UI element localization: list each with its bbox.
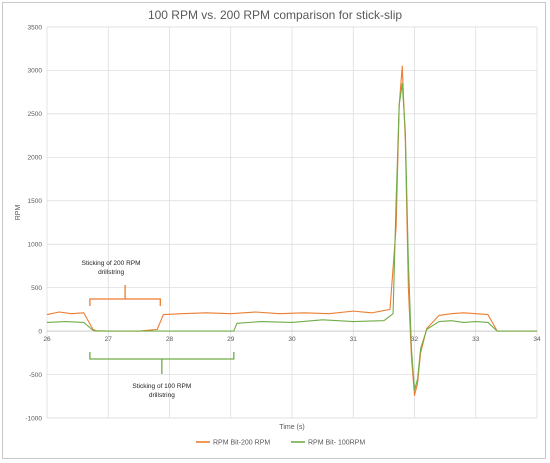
- annotation-label: drillstring: [98, 269, 124, 276]
- y-tick-label: -500: [29, 372, 42, 379]
- x-tick-label: 30: [288, 336, 296, 343]
- annotations: Sticking of 200 RPM drillstring Sticking o…: [82, 260, 235, 399]
- y-tick-labels: -1000 -500 0 500 1000 1500 2000 2500 3000 3500: [25, 24, 42, 422]
- y-tick-label: 2500: [28, 111, 43, 118]
- x-tick-label: 33: [472, 336, 480, 343]
- legend: RPM Bit-200 RPM RPM Bit- 100RPM: [196, 440, 365, 447]
- x-tick-labels: 26 27 28 29 30 31 32 33 34: [43, 336, 541, 343]
- x-tick-label: 34: [533, 336, 541, 343]
- y-axis-label: RPM: [15, 205, 22, 221]
- y-tick-label: 1500: [28, 198, 43, 205]
- y-tick-label: 0: [38, 328, 42, 335]
- grid-lines: [46, 26, 538, 419]
- y-tick-label: 2000: [28, 155, 43, 162]
- annotation-brace: [89, 352, 235, 374]
- x-tick-label: 27: [105, 336, 113, 343]
- y-tick-label: -1000: [25, 415, 42, 422]
- series-lines: [46, 65, 537, 396]
- annotation-label: Sticking of 100 RPM: [132, 383, 191, 390]
- y-tick-label: 1000: [28, 242, 43, 249]
- x-tick-label: 26: [43, 336, 51, 343]
- y-tick-label: 3500: [28, 24, 43, 31]
- x-tick-label: 28: [166, 336, 174, 343]
- x-tick-label: 31: [350, 336, 358, 343]
- x-tick-label: 29: [227, 336, 235, 343]
- x-axis-label: Time (s): [279, 424, 304, 431]
- annotation-label: Sticking of 200 RPM: [82, 260, 141, 267]
- y-tick-label: 3000: [28, 68, 43, 75]
- legend-label: RPM Bit-200 RPM: [213, 440, 270, 447]
- series-line: [46, 82, 537, 391]
- annotation-label: drillstring: [149, 392, 175, 399]
- y-tick-label: 500: [31, 285, 42, 292]
- x-tick-label: 32: [411, 336, 419, 343]
- chart-title: 100 RPM vs. 200 RPM comparison for stick…: [147, 8, 403, 22]
- annotation-brace: [89, 285, 161, 306]
- legend-label: RPM Bit- 100RPM: [308, 440, 365, 447]
- chart-frame: [2, 2, 546, 459]
